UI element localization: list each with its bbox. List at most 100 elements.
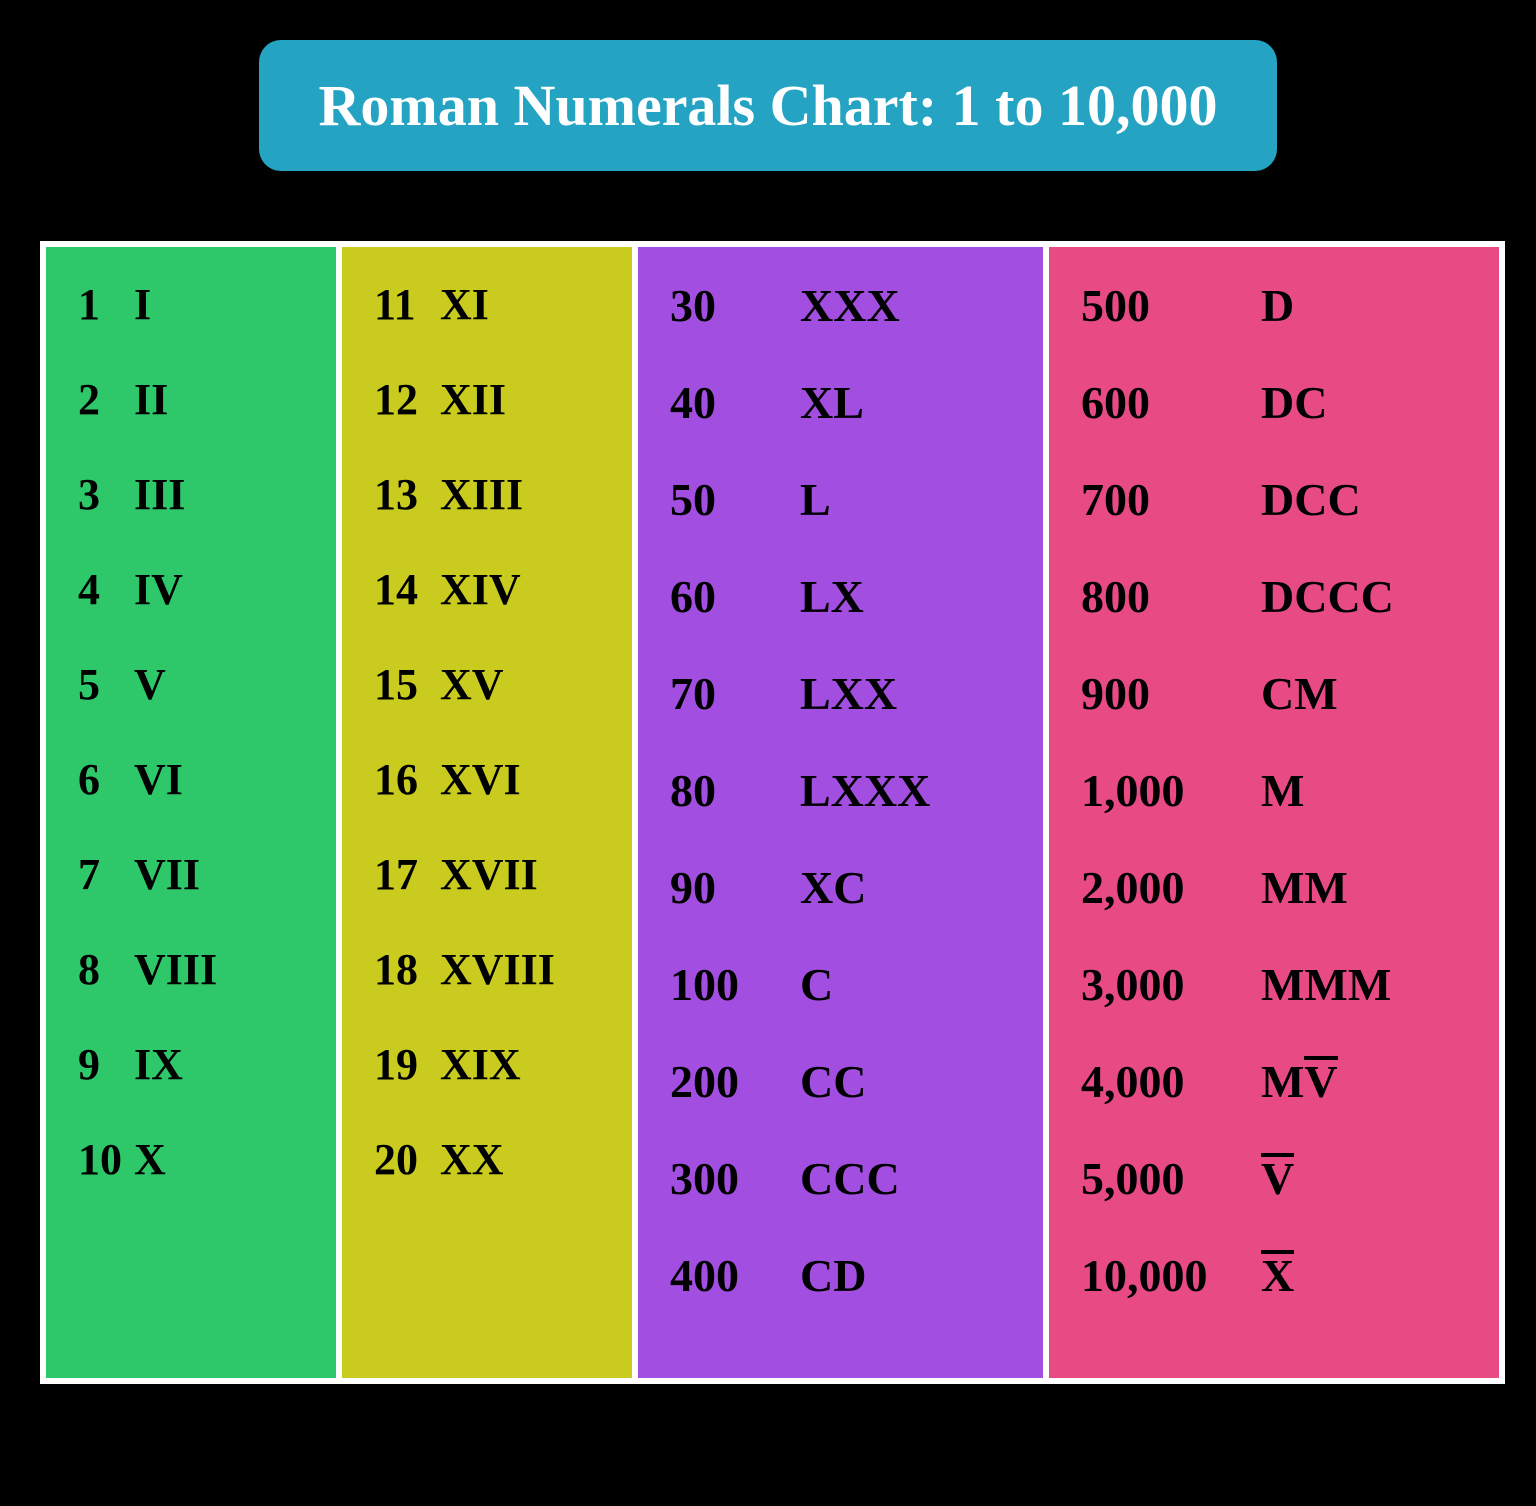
roman-numeral: CCC <box>800 1152 900 1205</box>
arabic-number: 1 <box>78 279 134 330</box>
roman-numeral: DCC <box>1261 473 1361 526</box>
table-row: 2II <box>78 374 314 425</box>
roman-numeral: DC <box>1261 376 1327 429</box>
arabic-number: 50 <box>670 473 800 526</box>
table-row: 500D <box>1081 279 1477 332</box>
table-row: 16XVI <box>374 754 610 805</box>
arabic-number: 16 <box>374 754 440 805</box>
table-row: 18XVIII <box>374 944 610 995</box>
arabic-number: 40 <box>670 376 800 429</box>
table-row: 10X <box>78 1134 314 1185</box>
table-row: 3III <box>78 469 314 520</box>
table-row: 10,000X <box>1081 1249 1477 1302</box>
table-row: 4IV <box>78 564 314 615</box>
arabic-number: 1,000 <box>1081 764 1261 817</box>
table-row: 9IX <box>78 1039 314 1090</box>
arabic-number: 17 <box>374 849 440 900</box>
arabic-number: 2 <box>78 374 134 425</box>
arabic-number: 11 <box>374 279 440 330</box>
arabic-number: 700 <box>1081 473 1261 526</box>
table-row: 600DC <box>1081 376 1477 429</box>
table-row: 800DCCC <box>1081 570 1477 623</box>
chart-column-2: 11XI12XII13XIII14XIV15XV16XVI17XVII18XVI… <box>342 247 632 1378</box>
arabic-number: 70 <box>670 667 800 720</box>
table-row: 900CM <box>1081 667 1477 720</box>
roman-numeral: X <box>1261 1249 1294 1302</box>
arabic-number: 19 <box>374 1039 440 1090</box>
table-row: 5V <box>78 659 314 710</box>
roman-numeral: MMM <box>1261 958 1391 1011</box>
arabic-number: 80 <box>670 764 800 817</box>
table-row: 90XC <box>670 861 1021 914</box>
table-row: 15XV <box>374 659 610 710</box>
chart-column-3: 30XXX40XL50L60LX70LXX80LXXX90XC100C200CC… <box>638 247 1043 1378</box>
table-row: 2,000MM <box>1081 861 1477 914</box>
arabic-number: 800 <box>1081 570 1261 623</box>
table-row: 1,000M <box>1081 764 1477 817</box>
table-row: 50L <box>670 473 1021 526</box>
table-row: 6VI <box>78 754 314 805</box>
arabic-number: 3 <box>78 469 134 520</box>
table-row: 8VIII <box>78 944 314 995</box>
arabic-number: 4,000 <box>1081 1055 1261 1108</box>
arabic-number: 100 <box>670 958 800 1011</box>
arabic-number: 12 <box>374 374 440 425</box>
arabic-number: 13 <box>374 469 440 520</box>
roman-numeral: XII <box>440 374 506 425</box>
roman-numeral: III <box>134 469 185 520</box>
roman-numeral: XX <box>440 1134 504 1185</box>
arabic-number: 2,000 <box>1081 861 1261 914</box>
chart-column-4: 500D600DC700DCC800DCCC900CM1,000M2,000MM… <box>1049 247 1499 1378</box>
roman-numeral: I <box>134 279 151 330</box>
table-row: 200CC <box>670 1055 1021 1108</box>
table-row: 400CD <box>670 1249 1021 1302</box>
roman-numeral: L <box>800 473 831 526</box>
table-row: 5,000V <box>1081 1152 1477 1205</box>
page: Roman Numerals Chart: 1 to 10,000 1I 2II 3… <box>0 0 1536 1506</box>
table-row: 19XIX <box>374 1039 610 1090</box>
roman-numeral: V <box>1261 1152 1294 1205</box>
roman-numeral: V <box>134 659 166 710</box>
arabic-number: 5,000 <box>1081 1152 1261 1205</box>
roman-numeral: XVIII <box>440 944 555 995</box>
roman-numeral: XXX <box>800 279 900 332</box>
table-row: 700DCC <box>1081 473 1477 526</box>
roman-numeral: XIV <box>440 564 521 615</box>
arabic-number: 18 <box>374 944 440 995</box>
arabic-number: 900 <box>1081 667 1261 720</box>
arabic-number: 10,000 <box>1081 1249 1261 1302</box>
arabic-number: 200 <box>670 1055 800 1108</box>
chart-title: Roman Numerals Chart: 1 to 10,000 <box>259 40 1278 171</box>
table-row: 20XX <box>374 1134 610 1185</box>
table-row: 4,000MV <box>1081 1055 1477 1108</box>
roman-numeral: CD <box>800 1249 866 1302</box>
roman-numeral: XI <box>440 279 489 330</box>
arabic-number: 3,000 <box>1081 958 1261 1011</box>
roman-numeral: XL <box>800 376 864 429</box>
table-row: 100C <box>670 958 1021 1011</box>
roman-numeral: LXX <box>800 667 897 720</box>
roman-numeral: XIX <box>440 1039 521 1090</box>
roman-numeral: XIII <box>440 469 523 520</box>
table-row: 40XL <box>670 376 1021 429</box>
arabic-number: 600 <box>1081 376 1261 429</box>
roman-numeral: M <box>1261 764 1304 817</box>
roman-numeral: D <box>1261 279 1294 332</box>
arabic-number: 6 <box>78 754 134 805</box>
roman-numeral: MM <box>1261 861 1348 914</box>
arabic-number: 30 <box>670 279 800 332</box>
table-row: 30XXX <box>670 279 1021 332</box>
arabic-number: 500 <box>1081 279 1261 332</box>
roman-numeral: LXXX <box>800 764 930 817</box>
arabic-number: 14 <box>374 564 440 615</box>
roman-numeral: XC <box>800 861 866 914</box>
arabic-number: 10 <box>78 1134 134 1185</box>
roman-numeral: DCCC <box>1261 570 1394 623</box>
roman-numeral: LX <box>800 570 864 623</box>
arabic-number: 90 <box>670 861 800 914</box>
table-row: 12XII <box>374 374 610 425</box>
roman-numeral: XV <box>440 659 504 710</box>
arabic-number: 300 <box>670 1152 800 1205</box>
numerals-chart: 1I2II3III4IV5V6VI7VII8VIII9IX10X 11XI12X… <box>40 241 1505 1384</box>
roman-numeral: VIII <box>134 944 217 995</box>
